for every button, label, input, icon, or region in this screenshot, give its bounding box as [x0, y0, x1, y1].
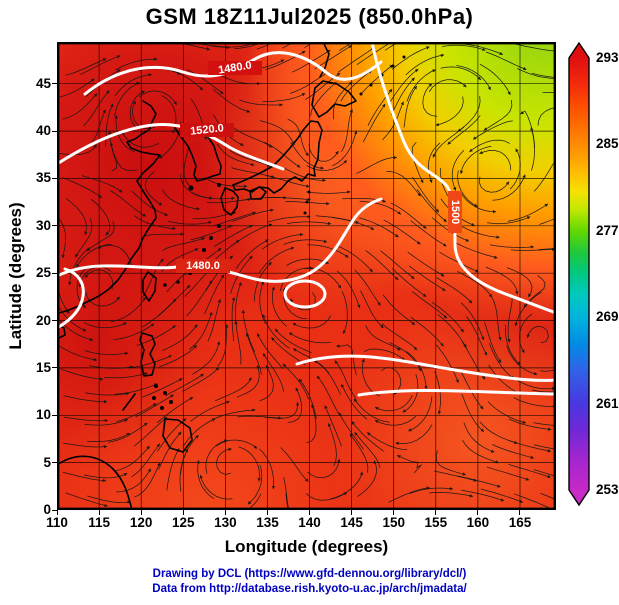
y-tick-mark — [52, 462, 57, 464]
colorbar-top-arrow — [569, 43, 589, 58]
coastline-hokkaido — [311, 80, 357, 118]
y-tick-label: 20 — [35, 312, 51, 328]
credit-data-source: Data from http://database.rish.kyoto-u.a… — [152, 583, 467, 595]
y-tick-label: 15 — [35, 359, 51, 375]
contour-label-backdrop — [208, 61, 262, 75]
y-tick-label: 10 — [35, 407, 51, 423]
height-contour-closed-low — [283, 279, 327, 309]
contour-labels: 1480.0 1520.0 1480.0 1500 — [176, 59, 462, 273]
x-tick-label: 160 — [466, 515, 490, 530]
colorbar-tick-label: 269 — [596, 309, 619, 325]
colorbar-bottom-arrow — [569, 490, 589, 505]
height-contour-1480-west — [57, 197, 383, 283]
coastline-sakhalin — [319, 42, 330, 78]
x-tick-label: 130 — [214, 515, 237, 530]
x-tick-label: 145 — [340, 515, 363, 530]
coastline-palawan — [122, 393, 136, 411]
x-tick-mark — [224, 510, 226, 515]
y-tick-label: 5 — [43, 454, 51, 470]
contour-label-1480-north: 1480.0 — [217, 59, 252, 76]
coastline-kyushu — [220, 187, 239, 216]
x-tick-mark — [140, 510, 142, 515]
height-contour-west-edge — [57, 267, 85, 330]
y-tick-mark — [52, 272, 57, 274]
x-tick-label: 140 — [298, 515, 321, 530]
contour-label-backdrop — [176, 259, 230, 273]
contour-label-1480-west: 1480.0 — [186, 260, 220, 272]
contour-label-backdrop — [448, 191, 462, 233]
x-tick-label: 110 — [46, 515, 68, 530]
x-tick-mark — [435, 510, 437, 515]
colorbar-tick-label: 261 — [596, 395, 619, 411]
wind-streamlines — [57, 42, 556, 510]
contour-label-backdrop — [180, 123, 234, 137]
x-tick-label: 120 — [129, 515, 153, 530]
contour-label-1520: 1520.0 — [190, 122, 225, 137]
x-tick-label: 125 — [172, 515, 195, 530]
x-tick-mark — [309, 510, 311, 515]
x-tick-mark — [98, 510, 100, 515]
y-tick-mark — [52, 320, 57, 322]
coastline-luzon — [139, 332, 156, 377]
x-axis-title: Longitude (degrees) — [224, 537, 389, 556]
y-tick-label: 25 — [35, 265, 51, 281]
colorbar-tick-label: 293 — [596, 50, 619, 65]
height-contour-1480-north — [83, 51, 383, 96]
coastline-korea — [174, 127, 222, 182]
colorbar-tick-label: 277 — [596, 222, 619, 238]
x-tick-mark — [351, 510, 353, 515]
map-plot-area: 1480.0 1520.0 1480.0 1500 — [57, 42, 556, 510]
y-tick-mark — [52, 177, 57, 179]
small-islands — [152, 55, 406, 410]
x-tick-mark — [182, 510, 184, 515]
colorbar — [568, 42, 590, 507]
height-contour-south-2 — [357, 388, 556, 397]
y-tick-label: 0 — [43, 502, 51, 517]
y-tick-mark — [52, 367, 57, 369]
y-tick-mark — [52, 83, 57, 85]
x-tick-label: 150 — [382, 515, 405, 530]
y-tick-mark — [52, 509, 57, 511]
y-tick-mark — [52, 225, 57, 227]
x-tick-mark — [56, 510, 58, 515]
coastline-mindanao — [162, 418, 193, 453]
y-tick-label: 35 — [35, 170, 51, 186]
x-tick-label: 165 — [508, 515, 532, 530]
credit-dcl: Drawing by DCL (https://www.gfd-dennou.o… — [152, 568, 467, 580]
coastline-borneo — [57, 455, 133, 510]
x-tick-mark — [519, 510, 521, 515]
figure-title: GSM 18Z11Jul2025 (850.0hPa) — [145, 4, 474, 29]
y-tick-label: 30 — [35, 217, 51, 233]
x-tick-label: 155 — [424, 515, 448, 530]
x-tick-label: 135 — [256, 515, 279, 530]
plot-frame — [57, 42, 556, 510]
coastline-honshu — [232, 120, 323, 194]
colorbar-tick-label: 285 — [596, 136, 619, 152]
height-contour-south-1 — [295, 354, 556, 382]
map-canvas: 1480.0 1520.0 1480.0 1500 — [57, 42, 556, 510]
colorbar-tick-label: 253 — [596, 482, 619, 497]
x-tick-label: 115 — [88, 515, 110, 530]
y-tick-mark — [52, 130, 57, 132]
contour-label-1500-east: 1500 — [449, 200, 461, 224]
coastline-taiwan — [142, 271, 157, 302]
colorbar-outline — [568, 42, 590, 507]
coastline-china — [58, 100, 161, 314]
x-tick-mark — [393, 510, 395, 515]
y-tick-mark — [52, 414, 57, 416]
y-tick-label: 45 — [35, 75, 51, 91]
coastline-shikoku — [249, 186, 267, 200]
coastlines — [57, 42, 357, 510]
x-tick-mark — [477, 510, 479, 515]
y-tick-label: 40 — [35, 123, 51, 139]
colorbar-gradient — [569, 58, 589, 490]
x-tick-mark — [266, 510, 268, 515]
